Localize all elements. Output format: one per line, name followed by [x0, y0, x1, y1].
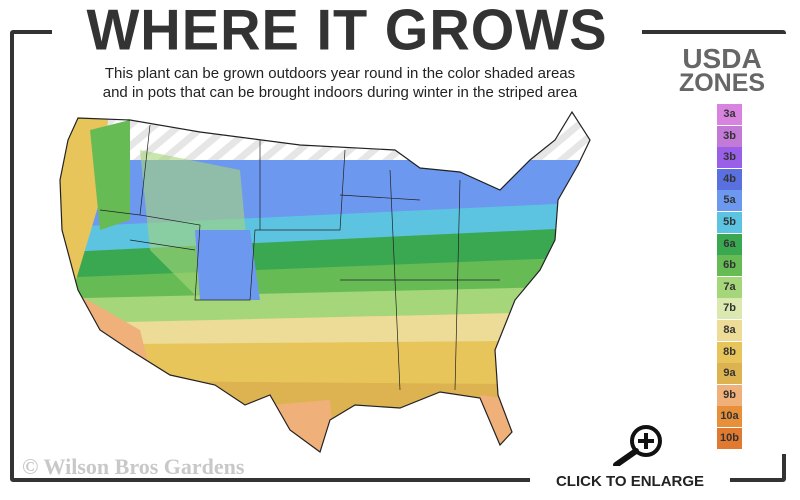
legend-zone-6b: 6b: [717, 255, 742, 278]
legend-zone-8b: 8b: [717, 341, 742, 364]
legend-title-line: ZONES: [678, 69, 766, 97]
legend-zone-4b: 4b: [717, 168, 742, 191]
subtitle-line: and in pots that can be brought indoors …: [102, 84, 578, 101]
legend-zone-3a: 3a: [717, 104, 742, 126]
legend-title-line: USDA: [682, 43, 762, 74]
legend-zone-10b: 10b: [717, 428, 742, 450]
legend-zone-6a: 6a: [717, 233, 742, 256]
legend-zone-9a: 9a: [717, 363, 742, 386]
legend-zone-3b: 3b: [717, 147, 742, 170]
watermark: © Wilson Bros Gardens: [22, 454, 245, 479]
subtitle: This plant can be grown outdoors year ro…: [40, 64, 640, 102]
magnifier-plus-icon[interactable]: [608, 423, 664, 467]
legend-zone-7a: 7a: [717, 276, 742, 299]
legend-zone-5b: 5b: [717, 212, 742, 234]
legend-zone-7b: 7b: [717, 298, 742, 321]
page-title: WHERE IT GROWS: [52, 1, 642, 59]
legend-zone-8a: 8a: [717, 320, 742, 342]
legend-zone-5a: 5a: [717, 190, 742, 213]
legend-zone-3b: 3b: [717, 125, 742, 148]
legend-zone-9b: 9b: [717, 384, 742, 407]
legend-zone-10a: 10a: [717, 406, 742, 429]
legend-title: USDA ZONES: [656, 43, 788, 97]
usda-zones-legend: USDA ZONES 3a 3b 3b 4b 5a 5b 6a 6b 7a 7b 8a 8b 9a 9b 1…: [656, 34, 788, 454]
click-to-enlarge-button[interactable]: CLICK TO ENLARGE: [530, 466, 730, 496]
subtitle-line: This plant can be grown outdoors year ro…: [104, 65, 576, 82]
